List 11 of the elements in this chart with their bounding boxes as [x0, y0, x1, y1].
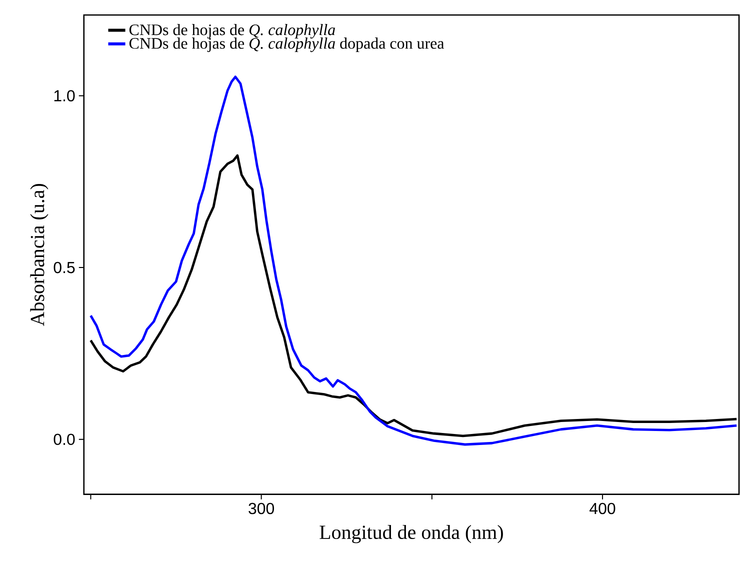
line-series [90, 154, 738, 437]
y-tick-label: 0.0 [54, 434, 75, 445]
x-axis-title: Longitud de onda (nm) [320, 524, 503, 544]
line-series [90, 76, 738, 446]
x-tick-label: 400 [590, 502, 616, 514]
legend-label: CNDs de hojas de Q. calophylla [129, 24, 335, 38]
y-tick-label: 0.5 [54, 262, 75, 274]
x-tick-label: 300 [248, 502, 274, 514]
y-axis-title: Absorbancia (u.a) [30, 184, 48, 326]
legend-label: CNDs de hojas de Q. calophylla dopada con urea [129, 37, 444, 52]
y-tick-label: 1.0 [54, 90, 75, 102]
